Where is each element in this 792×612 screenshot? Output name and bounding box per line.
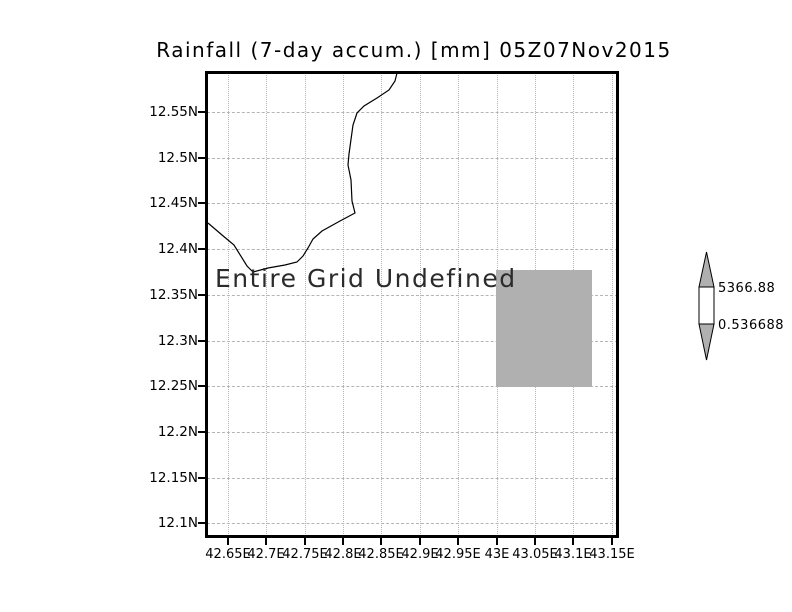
gridline-vertical — [228, 73, 229, 536]
x-tick-label: 42.75E — [282, 547, 328, 562]
y-tick-label: 12.25N — [149, 378, 198, 394]
x-tick-label: 43.15E — [589, 547, 635, 562]
x-tick-mark — [265, 536, 267, 545]
colorbar-upper-triangle — [698, 251, 715, 288]
gridline-vertical — [343, 73, 344, 536]
x-tick-mark — [342, 536, 344, 545]
x-tick-label: 42.9E — [401, 547, 439, 562]
coastline-path — [207, 73, 398, 273]
y-tick-label: 12.2N — [157, 424, 198, 440]
colorbar-middle-cell — [698, 286, 715, 325]
x-tick-mark — [496, 536, 498, 545]
x-tick-mark — [572, 536, 574, 545]
gridline-vertical — [612, 73, 613, 536]
gridline-horizontal — [207, 203, 618, 204]
gridline-horizontal — [207, 158, 618, 159]
map-plot-area — [207, 73, 618, 536]
gridline-horizontal — [207, 112, 618, 113]
y-tick-label: 12.55N — [149, 104, 198, 120]
y-tick-label: 12.15N — [149, 470, 198, 486]
x-tick-mark — [227, 536, 229, 545]
y-axis-labels: 12.55N 12.5N 12.45N 12.4N 12.35N 12.3N 12.25N 1… — [120, 73, 198, 536]
x-tick-label: 42.65E — [205, 547, 251, 562]
x-tick-mark — [457, 536, 459, 545]
x-tick-label: 42.95E — [435, 547, 481, 562]
x-tick-label: 43E — [484, 547, 510, 562]
gridline-horizontal — [207, 523, 618, 524]
y-tick-mark — [198, 248, 207, 250]
coastline-map — [207, 73, 398, 273]
gridline-horizontal — [207, 341, 618, 342]
y-tick-mark — [198, 202, 207, 204]
y-tick-mark — [198, 385, 207, 387]
gridline-horizontal — [207, 295, 618, 296]
y-tick-label: 12.1N — [157, 515, 198, 531]
x-axis-labels: 42.65E 42.7E 42.75E 42.8E 42.85E 42.9E 42.95E 4… — [205, 547, 634, 567]
gridline-horizontal — [207, 249, 618, 250]
x-tick-label: 43.05E — [512, 547, 558, 562]
x-tick-mark — [611, 536, 613, 545]
gridline-vertical — [266, 73, 267, 536]
x-tick-label: 42.7E — [247, 547, 285, 562]
y-tick-label: 12.3N — [157, 333, 198, 349]
x-axis-tick-marks — [207, 536, 618, 545]
y-tick-mark — [198, 294, 207, 296]
page-title: Rainfall (7-day accum.) [mm] 05Z07Nov201… — [156, 38, 672, 62]
colorbar-min-value: 0.536688 — [718, 318, 785, 333]
colorbar-lower-triangle — [698, 323, 715, 361]
x-tick-mark — [419, 536, 421, 545]
x-tick-mark — [304, 536, 306, 545]
x-tick-mark — [380, 536, 382, 545]
y-tick-label: 12.35N — [149, 287, 198, 303]
gridline-horizontal — [207, 432, 618, 433]
x-tick-label: 42.85E — [358, 547, 404, 562]
gridline-horizontal — [207, 478, 618, 479]
gridline-horizontal — [207, 386, 618, 387]
y-tick-mark — [198, 522, 207, 524]
undefined-data-region — [496, 270, 592, 387]
colorbar — [698, 251, 715, 361]
y-tick-mark — [198, 340, 207, 342]
y-tick-label: 12.5N — [157, 150, 198, 166]
colorbar-max-value: 5366.88 — [718, 281, 776, 296]
gridline-vertical — [458, 73, 459, 536]
entire-grid-undefined-label: Entire Grid Undefined — [215, 264, 517, 293]
y-tick-mark — [198, 431, 207, 433]
gridline-vertical — [381, 73, 382, 536]
gridline-vertical — [420, 73, 421, 536]
x-tick-mark — [534, 536, 536, 545]
x-tick-label: 43.1E — [554, 547, 592, 562]
x-tick-label: 42.8E — [324, 547, 362, 562]
y-tick-mark — [198, 111, 207, 113]
y-tick-mark — [198, 477, 207, 479]
y-tick-label: 12.4N — [157, 241, 198, 257]
y-tick-label: 12.45N — [149, 195, 198, 211]
y-axis-tick-marks — [198, 73, 207, 536]
y-tick-mark — [198, 157, 207, 159]
gridline-vertical — [305, 73, 306, 536]
